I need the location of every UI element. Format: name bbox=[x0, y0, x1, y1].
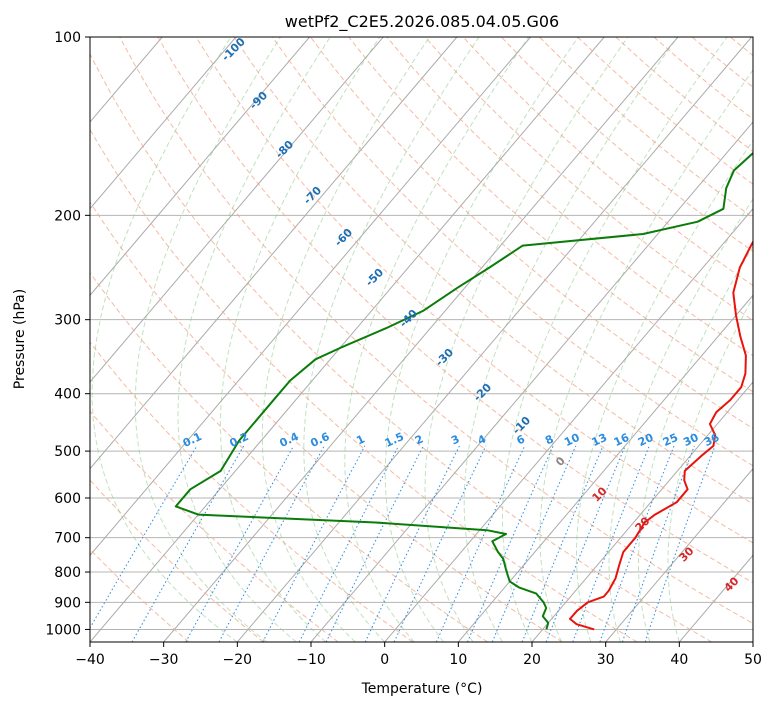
dry-adiabat-line bbox=[310, 37, 753, 430]
mixing-ratio-label: 10 bbox=[562, 431, 582, 449]
x-axis-label: Temperature (°C) bbox=[361, 681, 483, 697]
dry-adiabat-line bbox=[90, 271, 488, 642]
moist-adiabat-line bbox=[424, 37, 629, 642]
y-tick-label: 200 bbox=[54, 208, 81, 224]
moist-adiabat-line bbox=[91, 37, 238, 642]
moist-adiabat-line bbox=[384, 37, 579, 642]
isotherm-line bbox=[90, 37, 458, 470]
background-lines bbox=[90, 37, 753, 642]
y-tick-label: 800 bbox=[54, 565, 81, 581]
mixing-ratio-line bbox=[491, 445, 577, 642]
x-tick-label: 50 bbox=[744, 652, 762, 668]
x-tick-label: 30 bbox=[597, 652, 615, 668]
isotherm-line bbox=[531, 381, 753, 642]
y-tick-label: 700 bbox=[54, 531, 81, 547]
isotherm-line bbox=[384, 207, 753, 642]
x-tick-label: 10 bbox=[449, 652, 467, 668]
x-tick-label: 0 bbox=[380, 652, 389, 668]
dry-adiabat-line bbox=[90, 479, 264, 642]
moist-adiabat-line bbox=[539, 69, 753, 642]
dry-adiabat-line bbox=[386, 37, 753, 357]
x-tick-label: 20 bbox=[523, 652, 541, 668]
mixing-ratio-label: 30 bbox=[681, 431, 701, 449]
moist-adiabat-line bbox=[502, 37, 728, 642]
dry-adiabat-line bbox=[157, 37, 753, 584]
mixing-ratio-label: 36 bbox=[702, 431, 722, 449]
temperature-profile-line bbox=[569, 239, 753, 631]
mixing-ratio-label: 20 bbox=[636, 431, 656, 449]
dewpoint-profile-line bbox=[174, 151, 753, 630]
mixing-ratio-label: 25 bbox=[661, 431, 680, 449]
mixing-ratio-line bbox=[298, 445, 399, 642]
isotherm-line bbox=[90, 37, 384, 383]
dry-adiabat-line bbox=[90, 128, 638, 642]
x-tick-label: −30 bbox=[149, 652, 179, 668]
mixing-ratio-label: 13 bbox=[590, 431, 609, 449]
isotherm-line bbox=[90, 37, 605, 642]
isotherm-line bbox=[90, 37, 237, 210]
y-tick-label: 100 bbox=[54, 30, 81, 46]
isotherm-line bbox=[236, 37, 752, 642]
x-tick-label: −20 bbox=[223, 652, 253, 668]
y-tick-label: 400 bbox=[54, 387, 81, 403]
moist-adiabat-line bbox=[667, 296, 753, 642]
isotherm-line bbox=[163, 37, 679, 642]
mixing-ratio-line bbox=[325, 445, 424, 642]
x-tick-label: 40 bbox=[670, 652, 688, 668]
moist-adiabat-line bbox=[638, 245, 753, 642]
mixing-ratio-line bbox=[621, 445, 695, 642]
moist-adiabat-line bbox=[303, 37, 480, 642]
moist-adiabat-line bbox=[344, 37, 530, 642]
moist-adiabat-line bbox=[608, 198, 753, 642]
y-tick-label: 300 bbox=[54, 313, 81, 329]
y-tick-label: 900 bbox=[54, 595, 81, 611]
moist-adiabat-line bbox=[463, 37, 678, 642]
dry-adiabat-line bbox=[195, 37, 753, 544]
mixing-ratio-line bbox=[364, 445, 460, 642]
plot-frame bbox=[89, 36, 754, 643]
isotherm-line bbox=[90, 37, 310, 297]
mixing-ratio-line bbox=[90, 445, 198, 629]
axes: −40 −30 −20 −10 0 10 20 30 40 50 100 200 300 400 500 60… bbox=[45, 30, 762, 668]
chart-title: wetPf2_C2E5.2026.085.04.05.G06 bbox=[285, 12, 559, 32]
mixing-ratio-label: 16 bbox=[612, 431, 632, 449]
y-axis-label: Pressure (hPa) bbox=[12, 289, 28, 389]
dry-adiabat-line bbox=[424, 37, 753, 322]
mixing-ratio-line bbox=[467, 445, 554, 642]
moist-adiabat-line bbox=[177, 37, 331, 642]
moist-adiabat-line bbox=[219, 37, 381, 642]
moist-adiabat-line bbox=[576, 139, 753, 642]
dry-adiabat-line bbox=[119, 37, 753, 624]
mixing-ratio-line bbox=[599, 445, 675, 642]
dry-adiabat-line bbox=[233, 37, 753, 505]
mixing-ratio-line bbox=[185, 445, 294, 642]
dry-adiabat-line bbox=[90, 201, 563, 642]
dry-adiabat-line bbox=[271, 37, 753, 467]
isotherm-line bbox=[457, 294, 753, 642]
isotherm-line bbox=[90, 37, 531, 557]
y-tick-label: 500 bbox=[54, 444, 81, 460]
mixing-ratio-line bbox=[572, 445, 650, 642]
mixing-ratio-line bbox=[644, 445, 716, 642]
dry-adiabat-line bbox=[462, 37, 753, 287]
y-tick-label: 600 bbox=[54, 491, 81, 507]
y-tick-label: 1000 bbox=[45, 622, 81, 638]
isotherm-line bbox=[605, 467, 753, 642]
x-tick-label: −10 bbox=[296, 652, 326, 668]
profile-series bbox=[174, 151, 753, 631]
x-tick-label: −40 bbox=[75, 652, 105, 668]
moist-adiabat-line bbox=[261, 37, 430, 642]
